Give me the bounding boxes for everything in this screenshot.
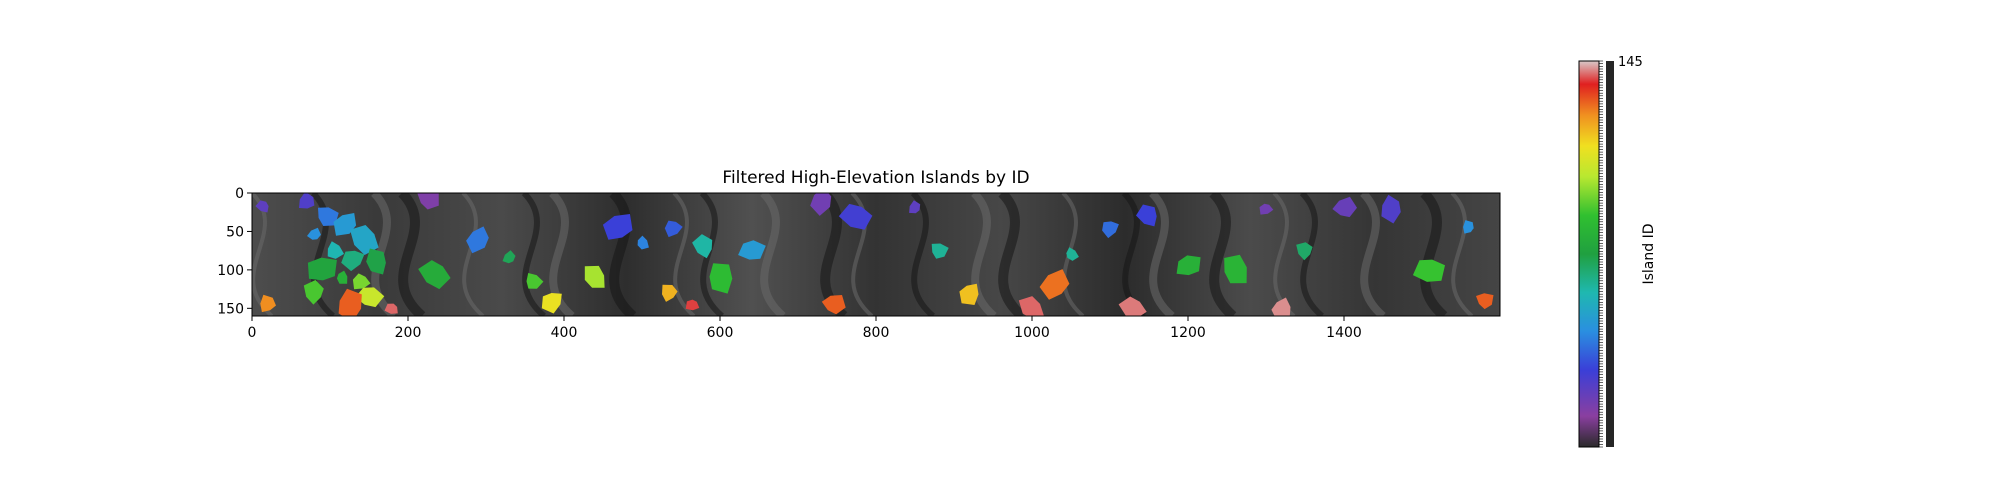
colorbar-tick-label-band (1606, 61, 1614, 447)
colorbar-label: Island ID (1641, 223, 1657, 284)
island-45 (1463, 220, 1474, 234)
island-90 (303, 280, 324, 305)
island-72 (366, 248, 386, 275)
island-130 (338, 288, 362, 316)
island-75 (307, 257, 337, 281)
island-130 (821, 295, 846, 315)
ridge-streak (1420, 193, 1448, 316)
island-68 (1296, 242, 1313, 261)
ridge-streak (398, 193, 426, 316)
island-70 (502, 250, 516, 264)
colorbar: 145 Island ID (1578, 55, 1657, 448)
island-82 (1224, 254, 1247, 284)
island-30 (602, 214, 633, 240)
island-125 (260, 294, 276, 313)
island-88 (1412, 259, 1445, 282)
ridge-streak (1513, 193, 1533, 316)
island-62 (931, 243, 949, 259)
ridge-streak (1450, 193, 1474, 316)
y-tick-label: 150 (217, 301, 244, 317)
x-axis: 0 200 400 600 800 1000 1200 1400 (248, 316, 1362, 341)
ridge-streak (910, 193, 935, 316)
island-25 (1381, 194, 1401, 224)
island-35 (664, 220, 683, 238)
colorbar-ticks (1599, 60, 1614, 448)
x-tick-label: 200 (395, 325, 422, 341)
island-40 (318, 207, 339, 226)
ridge-streak (461, 193, 485, 316)
plot-area (251, 192, 1533, 317)
island-30 (1136, 204, 1157, 227)
island-42 (637, 235, 649, 250)
x-tick-label: 1400 (1326, 325, 1362, 341)
island-18 (810, 193, 832, 216)
island-25 (299, 193, 315, 209)
island-62 (1066, 247, 1079, 261)
island-18 (1259, 203, 1274, 215)
island-130 (1476, 293, 1494, 310)
ridge-streak (1360, 193, 1386, 316)
island-overlay (255, 193, 1494, 316)
ridge-streak (672, 193, 696, 316)
island-141 (1118, 296, 1147, 316)
x-tick-label: 1200 (1170, 325, 1206, 341)
island-80 (336, 270, 348, 284)
island-60 (692, 234, 713, 259)
island-90 (526, 273, 544, 289)
island-40 (466, 226, 489, 254)
island-120 (662, 284, 678, 302)
colorbar-top-tick-label: 145 (1618, 55, 1643, 70)
ridge-streak (1209, 193, 1237, 316)
island-140 (1018, 296, 1044, 316)
y-tick-label: 100 (217, 263, 244, 279)
island-52 (350, 225, 379, 255)
ridge-streak (971, 193, 997, 316)
island-105 (355, 287, 385, 308)
x-tick-label: 600 (707, 325, 734, 341)
y-axis: 0 50 100 150 (217, 186, 252, 317)
island-65 (341, 250, 365, 272)
island-118 (959, 283, 979, 305)
island-140 (384, 303, 398, 314)
y-tick-label: 50 (226, 224, 244, 240)
island-95 (352, 273, 371, 290)
island-80 (1176, 255, 1201, 276)
island-20 (1332, 196, 1357, 218)
island-22 (909, 200, 921, 214)
ridge-streak (998, 193, 1026, 316)
island-85 (709, 263, 733, 294)
island-142 (1271, 297, 1291, 316)
ridge-streak (1149, 193, 1175, 316)
island-45 (307, 227, 321, 240)
y-tick-label: 0 (235, 186, 244, 202)
island-78 (418, 260, 451, 290)
island-58 (327, 241, 344, 259)
island-100 (584, 265, 605, 288)
island-128 (1039, 269, 1070, 300)
ridge-streak (609, 193, 637, 316)
ridge-streak (521, 193, 546, 316)
x-tick-label: 400 (551, 325, 578, 341)
ridge-streak (760, 193, 786, 316)
island-28 (838, 203, 873, 230)
x-tick-label: 0 (248, 325, 257, 341)
island-38 (1102, 221, 1119, 239)
island-138 (685, 299, 700, 311)
elevation-background (252, 193, 1500, 316)
island-22 (255, 200, 269, 213)
island-15 (417, 193, 439, 210)
island-48 (738, 240, 766, 260)
x-tick-label: 800 (863, 325, 890, 341)
x-tick-label: 1000 (1014, 325, 1050, 341)
chart-title: Filtered High-Elevation Islands by ID (722, 168, 1029, 188)
colorbar-gradient (1578, 60, 1600, 448)
island-112 (541, 293, 562, 314)
